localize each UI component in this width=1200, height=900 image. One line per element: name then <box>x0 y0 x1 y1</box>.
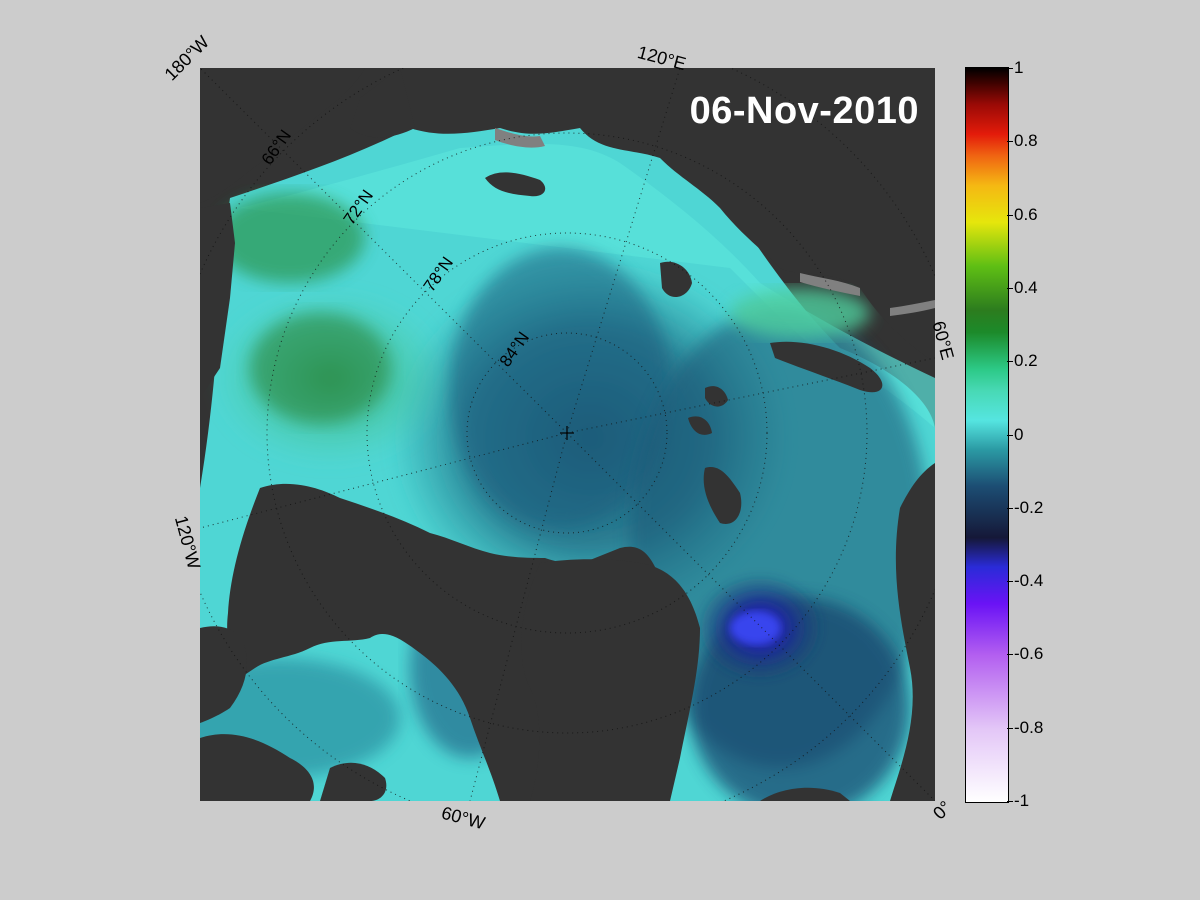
greenland <box>521 559 700 801</box>
siberia-land <box>400 68 935 363</box>
land-edges <box>495 128 935 316</box>
land-masses <box>200 68 935 801</box>
colorbar-tick-label: 0.2 <box>1014 351 1038 371</box>
colorbar-tick <box>1007 287 1013 289</box>
colorbar-tick-label: -0.8 <box>1014 717 1044 737</box>
colorbar <box>965 67 1009 803</box>
colorbar-tick <box>1007 361 1013 363</box>
colorbar-tick <box>1007 141 1013 143</box>
north-pole-marker <box>560 426 574 440</box>
meridian-label-60w: 60°W <box>439 802 488 834</box>
colorbar-tick-label: 0 <box>1014 424 1024 444</box>
colorbar-tick <box>1007 654 1013 656</box>
colorbar-tick <box>1007 68 1013 69</box>
colorbar-tick-label: -0.2 <box>1014 497 1044 517</box>
colorbar-tick-label: 1 <box>1014 58 1024 77</box>
graticule <box>200 68 935 801</box>
svalbard <box>703 467 742 524</box>
colorbar-tick <box>1007 727 1013 729</box>
colorbar-tick <box>1007 581 1013 583</box>
arctic-map: 66°N 72°N 78°N 84°N <box>200 68 935 801</box>
colorbar-tick-label: 0.6 <box>1014 204 1038 224</box>
map-panel: 66°N 72°N 78°N 84°N 06-Nov-2010 <box>200 68 935 801</box>
date-label: 06-Nov-2010 <box>689 90 919 132</box>
new-siberian-islands <box>485 172 546 197</box>
colorbar-tick-label: -1 <box>1014 791 1030 810</box>
colorbar-tick-label: -0.6 <box>1014 644 1044 664</box>
alaska-north-slope <box>200 203 235 398</box>
colorbar-tick-label: 0.8 <box>1014 131 1038 151</box>
colorbar-tick <box>1007 801 1013 802</box>
meridian-label-0: 0° <box>929 796 956 824</box>
colorbar-tick-label: -0.4 <box>1014 571 1044 591</box>
novaya-zemlya <box>770 341 883 393</box>
chukotka-land <box>200 68 365 203</box>
colorbar-tick <box>1007 434 1013 436</box>
colorbar-tick <box>1007 214 1013 216</box>
colorbar-tick <box>1007 507 1013 509</box>
scandinavia-land <box>890 463 935 801</box>
colorbar-tick-label: 0.4 <box>1014 277 1038 297</box>
